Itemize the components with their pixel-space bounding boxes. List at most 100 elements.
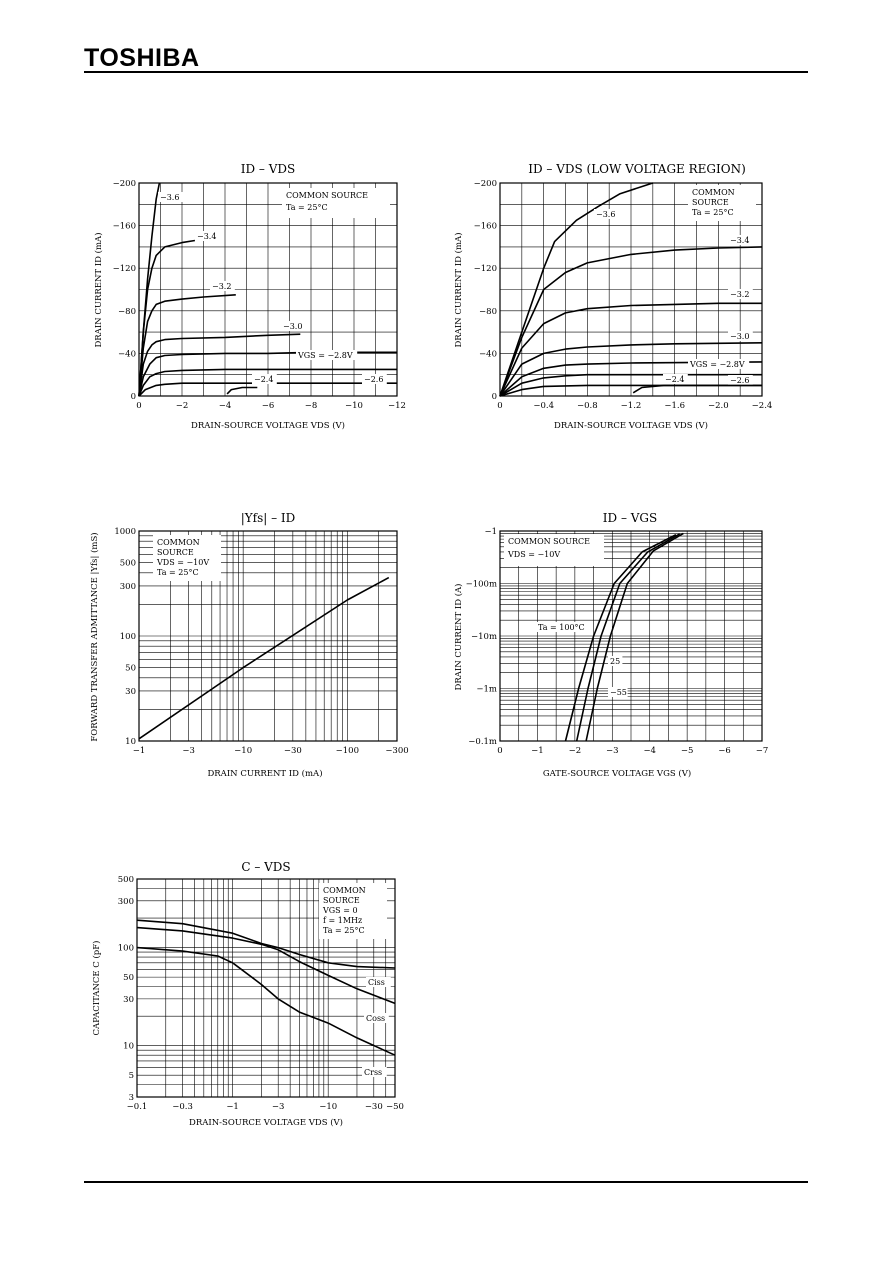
series-line-3 <box>499 302 762 397</box>
series-label: −2.6 <box>730 376 749 385</box>
x-tick-label: −6 <box>718 746 731 756</box>
x-tick-label: −30 <box>284 746 302 756</box>
x-tick-label: −30 <box>365 1102 383 1112</box>
x-tick-label: −0.1 <box>127 1102 148 1112</box>
series-label-bg <box>252 374 277 384</box>
x-tick-label: −2.4 <box>752 401 773 411</box>
x-tick-label: −3 <box>272 1102 285 1112</box>
y-tick-label: 100 <box>120 632 136 642</box>
y-tick-label: 10 <box>125 737 136 747</box>
y-tick-label: −80 <box>479 307 497 317</box>
series-line-1 <box>564 533 677 742</box>
series-label: 25 <box>610 657 620 666</box>
annotation-line: Ta = 25°C <box>692 208 734 217</box>
x-tick-label: −2 <box>176 401 189 411</box>
chart-title: C – VDS <box>241 860 290 874</box>
y-tick-label: −160 <box>474 222 497 232</box>
y-tick-label: 50 <box>125 664 136 674</box>
series-label-bg <box>158 192 183 202</box>
plot-frame <box>499 182 763 397</box>
series-label: Coss <box>366 1014 385 1023</box>
plot-frame <box>499 530 763 742</box>
x-tick-label: −1 <box>133 746 146 756</box>
series-line-8 <box>226 386 258 395</box>
series-label: −3.4 <box>730 236 749 245</box>
y-axis-label: CAPACITANCE C (pF) <box>91 941 102 1036</box>
series-line-4 <box>499 342 763 397</box>
annotation-line: SOURCE <box>323 896 360 905</box>
series-line-3 <box>136 946 396 1056</box>
y-tick-label: 50 <box>123 973 134 983</box>
x-axis-label: DRAIN CURRENT ID (mA) <box>207 768 322 779</box>
annotation-line: COMMON SOURCE <box>508 537 590 546</box>
plot-frame <box>138 182 398 397</box>
y-axis-label: DRAIN CURRENT ID (A) <box>453 584 464 691</box>
series-label: −55 <box>610 688 627 697</box>
plot-frame <box>138 530 398 742</box>
annotation-line: VDS = −10V <box>156 558 209 567</box>
annotation-line: COMMON SOURCE <box>286 191 368 200</box>
series-label-bg <box>536 622 592 632</box>
series-line-2 <box>138 239 196 397</box>
y-tick-label: −160 <box>113 222 136 232</box>
series-label: −3.2 <box>730 290 749 299</box>
series-label-bg <box>608 656 623 666</box>
series-label-bg <box>296 350 358 360</box>
y-tick-label: 3 <box>129 1093 134 1103</box>
series-label-bg <box>366 977 391 987</box>
annotation-line: COMMON <box>157 538 200 547</box>
series-line-1 <box>138 576 390 740</box>
series-label: −3.2 <box>212 282 231 291</box>
annotation-line: VGS = 0 <box>322 906 358 915</box>
series-label-bg <box>608 687 628 697</box>
y-axis-label: DRAIN CURRENT ID (mA) <box>453 232 464 347</box>
x-tick-label: −2.0 <box>708 401 729 411</box>
y-tick-label: 0 <box>131 392 136 402</box>
series-label: VGS = −2.8V <box>297 351 353 360</box>
series-line-2 <box>499 246 763 397</box>
x-tick-label: −1 <box>226 1102 239 1112</box>
y-tick-label: 300 <box>118 897 134 907</box>
series-label-bg <box>728 331 753 341</box>
series-label: Crss <box>364 1068 382 1077</box>
series-label: −2.4 <box>254 375 273 384</box>
series-label: −2.4 <box>665 375 684 384</box>
annotation-line: COMMON <box>692 188 735 197</box>
y-tick-label: −40 <box>118 349 136 359</box>
series-label: −3.0 <box>283 322 302 331</box>
plot-frame <box>136 878 396 1098</box>
x-axis-label: GATE-SOURCE VOLTAGE VGS (V) <box>543 768 691 779</box>
series-label: Ciss <box>368 978 385 987</box>
chart-title: |Yfs| – ID <box>241 511 296 525</box>
x-tick-label: −8 <box>305 401 318 411</box>
x-tick-label: −50 <box>386 1102 404 1112</box>
y-tick-label: 5 <box>129 1071 134 1081</box>
y-tick-label: −100m <box>466 580 497 590</box>
series-label: −3.6 <box>160 193 179 202</box>
x-tick-label: −1.2 <box>621 401 642 411</box>
annotation-line: Ta = 25°C <box>323 926 365 935</box>
series-label: VGS = −2.8V <box>689 360 745 369</box>
y-tick-label: −1m <box>476 685 497 695</box>
series-label: −3.6 <box>596 210 615 219</box>
annotation-box <box>153 535 221 581</box>
annotation-line: f = 1MHz <box>323 916 362 925</box>
x-tick-label: −1.6 <box>664 401 685 411</box>
annotation-line: Ta = 25°C <box>157 568 199 577</box>
x-tick-label: 0 <box>497 746 502 756</box>
series-line-1 <box>136 919 396 969</box>
x-tick-label: −1 <box>531 746 544 756</box>
series-label: Ta = 100°C <box>538 623 585 632</box>
x-tick-label: −12 <box>388 401 406 411</box>
y-tick-label: −120 <box>474 264 497 274</box>
series-label-bg <box>195 231 220 241</box>
x-tick-label: −10 <box>345 401 363 411</box>
series-label-bg <box>688 359 750 369</box>
header-rule <box>84 71 808 73</box>
x-axis-label: DRAIN-SOURCE VOLTAGE VDS (V) <box>189 1117 343 1128</box>
footer-rule <box>84 1181 808 1183</box>
annotation-box <box>504 534 604 566</box>
series-label-bg <box>663 374 688 384</box>
y-tick-label: −120 <box>113 264 136 274</box>
